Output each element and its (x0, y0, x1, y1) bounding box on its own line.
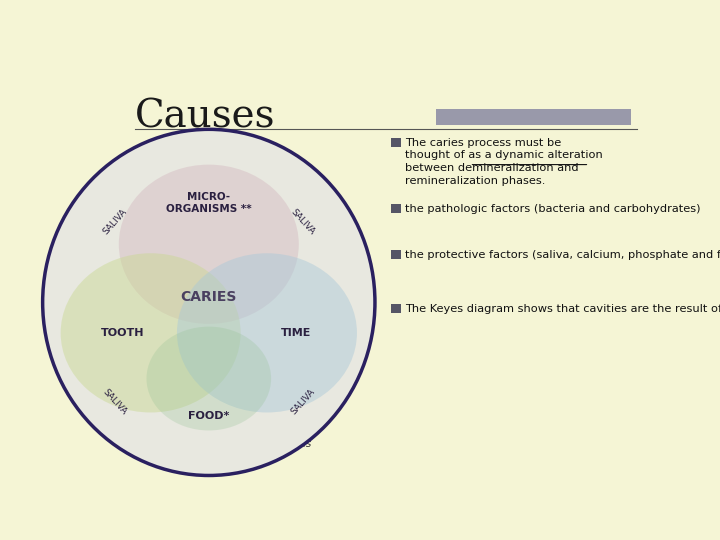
FancyBboxPatch shape (392, 138, 401, 147)
Text: * Fermentable Carbohydrate: * Fermentable Carbohydrate (124, 423, 272, 433)
FancyBboxPatch shape (392, 304, 401, 313)
Text: TIME: TIME (281, 328, 311, 338)
FancyBboxPatch shape (392, 204, 401, 213)
Text: The caries process must be
thought of as a dynamic alteration
between deminerali: The caries process must be thought of as… (405, 138, 603, 186)
Text: CARIES: CARIES (181, 290, 237, 304)
Ellipse shape (146, 327, 271, 430)
Text: the pathologic factors (bacteria and carbohydrates): the pathologic factors (bacteria and car… (405, 204, 701, 214)
Text: FOOD*: FOOD* (188, 411, 230, 421)
Text: TOOTH: TOOTH (102, 328, 145, 338)
Text: MICRO-
ORGANISMS **: MICRO- ORGANISMS ** (166, 192, 251, 213)
Text: SALIVA: SALIVA (289, 207, 317, 237)
Ellipse shape (177, 253, 357, 413)
Text: Causes: Causes (135, 98, 275, 135)
Ellipse shape (60, 253, 240, 413)
FancyBboxPatch shape (436, 109, 631, 125)
Text: SALIVA: SALIVA (101, 207, 128, 237)
FancyBboxPatch shape (392, 250, 401, 259)
Ellipse shape (42, 129, 375, 476)
Text: ** Particularly Strepococcus mutans: ** Particularly Strepococcus mutans (124, 440, 312, 449)
Text: The Keyes diagram shows that cavities are the result of the interaction between : The Keyes diagram shows that cavities ar… (405, 304, 720, 314)
Text: the protective factors (saliva, calcium, phosphate and fluoride).: the protective factors (saliva, calcium,… (405, 250, 720, 260)
Text: SALIVA: SALIVA (101, 388, 128, 417)
Ellipse shape (119, 165, 299, 324)
Text: SALIVA: SALIVA (289, 388, 317, 417)
